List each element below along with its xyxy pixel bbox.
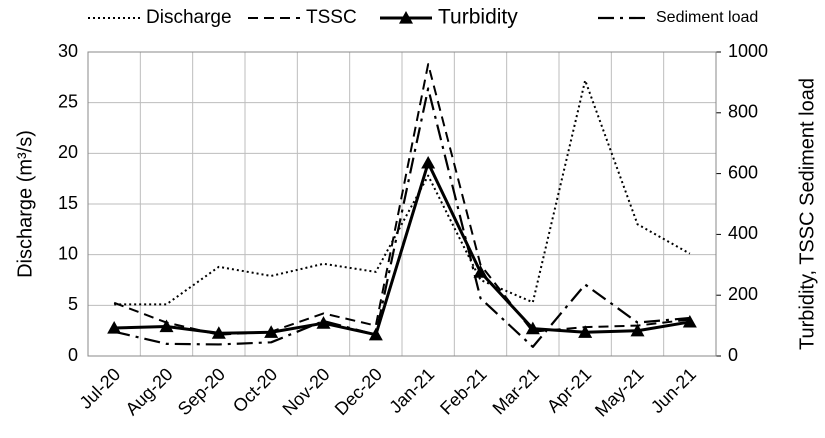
x-tick-label: Dec-20 (331, 364, 386, 419)
series-line (114, 161, 691, 337)
y-tick-label: 10 (58, 243, 78, 263)
y2-axis-label: Turbidity, TSSC Sediment load (796, 78, 818, 350)
legend-label: Turbidity (438, 6, 518, 29)
x-tick-label: Jan-21 (385, 364, 438, 417)
x-tick-label: Sep-20 (174, 364, 229, 419)
point-marker (682, 314, 697, 328)
legend-marker (399, 11, 413, 24)
x-tick-label: Feb-21 (436, 364, 490, 418)
x-tick-label: Aug-20 (121, 364, 176, 419)
point-marker (421, 155, 436, 169)
point-marker (525, 321, 540, 335)
point-marker (316, 316, 331, 329)
y2-tick-label: 200 (728, 284, 758, 304)
point-marker (107, 321, 122, 334)
y2-tick-label: 600 (728, 162, 758, 182)
series-line (114, 79, 691, 306)
legend-label: Discharge (146, 7, 232, 28)
point-marker (473, 265, 488, 278)
x-tick-label: Nov-20 (279, 364, 334, 419)
point-marker (211, 326, 226, 339)
x-tick-label: Apr-21 (543, 364, 595, 416)
y2-tick-label: 800 (728, 102, 758, 122)
y-tick-label: 15 (58, 193, 78, 213)
y-tick-label: 5 (68, 294, 78, 314)
point-marker (630, 323, 645, 337)
y-tick-label: 25 (58, 91, 78, 111)
y-tick-label: 20 (58, 142, 78, 162)
legend-label: TSSC (306, 7, 357, 28)
y-tick-label: 0 (68, 345, 78, 365)
point-marker (578, 325, 593, 338)
y2-tick-label: 1000 (728, 41, 768, 61)
x-tick-label: May-21 (591, 364, 648, 421)
point-marker (368, 327, 383, 341)
y-tick-label: 30 (58, 41, 78, 61)
x-tick-label: Oct-20 (229, 364, 281, 416)
legend-label: Sediment load (656, 9, 758, 26)
x-tick-label: Jul-20 (76, 364, 125, 413)
y2-tick-label: 0 (728, 345, 738, 365)
x-tick-label: Mar-21 (489, 364, 543, 418)
plot-frame (87, 51, 717, 357)
point-marker (264, 325, 279, 338)
y-axis-label: Discharge (m³/s) (14, 130, 36, 278)
series-line (113, 87, 690, 348)
y2-tick-label: 400 (728, 223, 758, 243)
x-tick-label: Jun-21 (647, 364, 700, 417)
point-marker (159, 319, 174, 333)
